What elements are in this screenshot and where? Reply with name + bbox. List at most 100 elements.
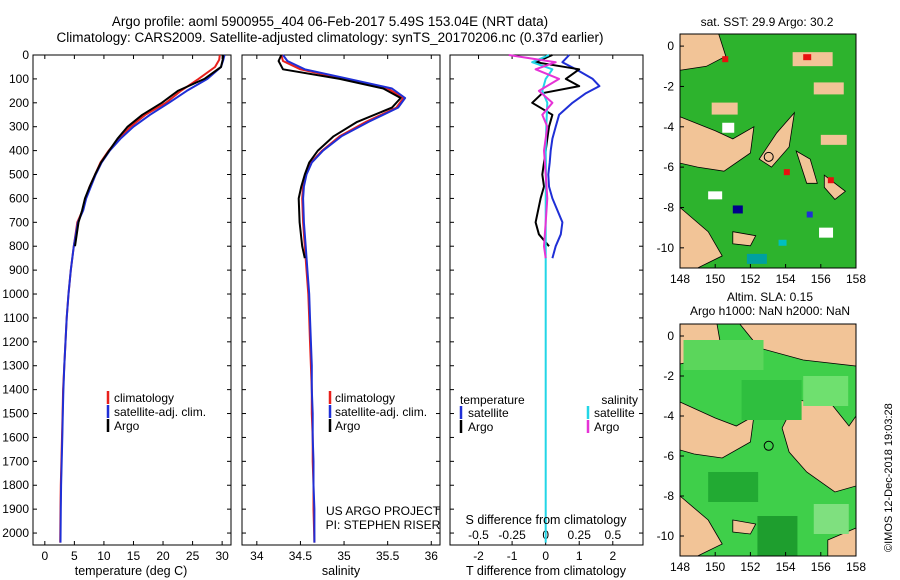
map2-title-1: Altim. SLA: 0.15 (727, 290, 813, 304)
data-cell (708, 191, 723, 200)
title-line-2: Climatology: CARS2009. Satellite-adjuste… (56, 30, 603, 45)
x-tick-label: -1 (507, 549, 518, 563)
salinity-legend: climatology satellite-adj. clim. Argo (328, 391, 427, 433)
difference-legend: temperature satellite Argo salinity sate… (459, 393, 638, 434)
y-tick-label: 900 (9, 263, 29, 277)
x-tick-label: 2 (609, 549, 616, 563)
map-y-tick-label: -4 (663, 409, 674, 423)
y-tick-label: 1000 (2, 287, 29, 301)
land-mass (679, 116, 755, 172)
x-tick-label: 30 (215, 549, 229, 563)
x-tick-label: 34 (250, 549, 264, 563)
salinity-xlabel: salinity (322, 564, 361, 578)
x-tick-label: 34.5 (289, 549, 313, 563)
map-x-tick-label: 152 (740, 560, 760, 574)
map-x-tick-label: 154 (776, 272, 796, 286)
data-cell (820, 134, 847, 145)
data-cell (792, 52, 833, 67)
legend-t-satellite-label: satellite (468, 406, 509, 420)
y-tick-label: 0 (22, 48, 29, 62)
data-cell (803, 376, 849, 406)
map-x-tick-label: 156 (811, 560, 831, 574)
y-tick-label: 1100 (3, 311, 29, 325)
y-tick-label: 400 (9, 144, 29, 158)
s-difference-label: S difference from climatology (466, 513, 628, 527)
y-tick-label: 1500 (2, 407, 29, 421)
map-y-tick-label: 0 (667, 39, 674, 53)
series-salinity-argo (508, 54, 561, 259)
y-tick-label: 800 (9, 239, 29, 253)
title-line-1: Argo profile: aoml 5900955_404 06-Feb-20… (112, 14, 548, 29)
temperature-legend: climatology satellite-adj. clim. Argo (106, 391, 206, 433)
legend-satellite-label: satellite-adj. clim. (335, 405, 427, 419)
map-x-tick-label: 152 (740, 272, 760, 286)
x-tick-label: 25 (186, 549, 200, 563)
data-cell (819, 227, 834, 238)
x-tick-label: 35 (337, 549, 351, 563)
map-y-tick-label: -10 (657, 529, 675, 543)
data-cell (708, 472, 759, 502)
difference-xlabel: T difference from climatology (466, 564, 627, 578)
map-y-tick-label: -2 (663, 79, 674, 93)
watermark: ©IMOS 12-Dec-2018 19:03:28 (883, 403, 895, 552)
land-mass (758, 111, 796, 168)
data-cell (732, 205, 743, 214)
s-tick-label: 0.25 (568, 528, 592, 542)
map-y-tick-label: -8 (663, 489, 674, 503)
s-tick-label: 0.5 (604, 528, 621, 542)
s-tick-label: -0.5 (468, 528, 489, 542)
legend-s-argo-label: Argo (594, 420, 620, 434)
data-cell (803, 54, 812, 61)
x-tick-label: -2 (473, 549, 484, 563)
map-y-tick-label: -6 (663, 449, 674, 463)
argo-position-marker (763, 440, 774, 451)
map2-title-2: Argo h1000: NaN h2000: NaN (690, 304, 850, 318)
x-tick-label: 1 (576, 549, 583, 563)
x-tick-label: 0 (41, 549, 48, 563)
plot-frame (241, 54, 441, 546)
map-x-tick-label: 154 (776, 560, 796, 574)
map-frame (679, 323, 857, 557)
s-tick-label: -0.25 (498, 528, 526, 542)
x-tick-label: 5 (71, 549, 78, 563)
land-mass (795, 150, 818, 184)
map-x-tick-label: 158 (846, 272, 866, 286)
land-mass (679, 401, 755, 459)
plot-frame (32, 54, 232, 546)
data-cell (806, 211, 813, 218)
x-tick-label: 0 (542, 549, 549, 563)
series-temperature-satellite (547, 54, 601, 259)
legend-argo-label: Argo (114, 419, 140, 433)
map-x-tick-label: 158 (846, 560, 866, 574)
legend-satellite-label: satellite-adj. clim. (114, 405, 206, 419)
data-cell (746, 253, 767, 264)
y-tick-label: 1400 (2, 383, 29, 397)
y-tick-label: 1200 (2, 335, 29, 349)
x-tick-label: 36 (425, 549, 439, 563)
data-cell (683, 340, 764, 370)
credit-line-1: US ARGO PROJECT (326, 504, 441, 518)
data-cell (813, 82, 844, 95)
map-y-tick-label: -4 (663, 120, 674, 134)
temperature-panel: 0100200300400500600700800900100011001200… (2, 48, 232, 563)
data-cell (757, 516, 798, 556)
land-mass (732, 519, 757, 535)
sst-map: 0 -2 -4 -6 -8 -10 148 150 152 154 156 158 (657, 33, 866, 286)
y-tick-label: 1800 (2, 478, 29, 492)
y-tick-label: 200 (9, 96, 29, 110)
x-tick-label: 35.5 (376, 549, 400, 563)
y-tick-label: 100 (9, 72, 29, 86)
data-cell (813, 504, 849, 534)
series-climatology (59, 54, 221, 543)
series-argo (277, 54, 402, 259)
x-tick-label: 15 (127, 549, 141, 563)
map1-title: sat. SST: 29.9 Argo: 30.2 (701, 15, 834, 29)
difference-panel: -2 -1 0 1 2-0.5 -0.25 0 0.25 0.5 (449, 54, 644, 563)
x-tick-label: 20 (156, 549, 170, 563)
y-tick-label: 1600 (2, 430, 29, 444)
credit-line-2: PI: STEPHEN RISER (326, 518, 441, 532)
legend-climatology-label: climatology (114, 391, 174, 405)
map-x-tick-label: 156 (811, 272, 831, 286)
legend-s-satellite-label: satellite (594, 406, 635, 420)
